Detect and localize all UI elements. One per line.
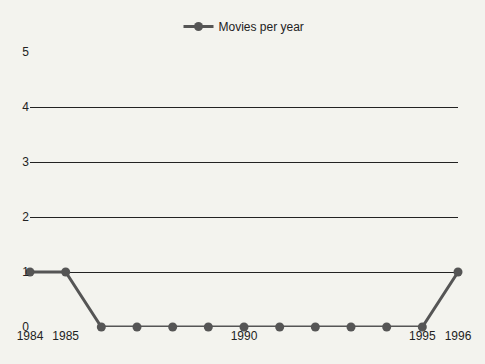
svg-text:5: 5 [22, 45, 29, 59]
svg-text:1996: 1996 [445, 329, 472, 343]
svg-text:0: 0 [22, 320, 29, 334]
svg-text:Movies per year: Movies per year [219, 20, 304, 34]
svg-text:4: 4 [22, 100, 29, 114]
svg-text:1984: 1984 [17, 329, 44, 343]
svg-text:1995: 1995 [409, 329, 436, 343]
svg-text:1985: 1985 [52, 329, 79, 343]
svg-text:1990: 1990 [231, 329, 258, 343]
svg-text:3: 3 [22, 155, 29, 169]
svg-text:2: 2 [22, 210, 29, 224]
svg-text:1: 1 [22, 265, 29, 279]
